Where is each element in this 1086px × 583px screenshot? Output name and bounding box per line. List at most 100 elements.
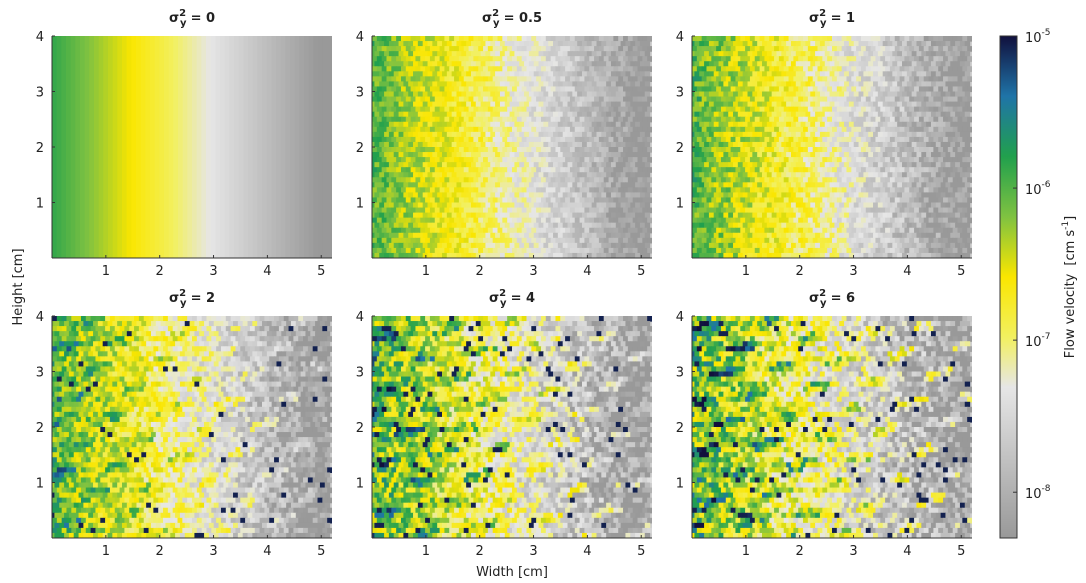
heatmap-cell — [524, 222, 530, 229]
heatmap-cell — [565, 227, 571, 234]
heatmap-cell — [596, 232, 602, 239]
heatmap-cell — [902, 162, 908, 168]
heatmap-cell — [696, 237, 703, 244]
heatmap-cell — [437, 222, 443, 229]
heatmap-cell — [819, 202, 826, 209]
heatmap-cell — [415, 76, 421, 83]
heatmap-cell — [437, 182, 443, 188]
heatmap-cell — [916, 172, 922, 178]
heatmap-cell — [449, 106, 455, 113]
heatmap-cell — [550, 86, 557, 93]
heatmap-cell — [468, 86, 474, 93]
heatmap-cell — [504, 152, 511, 158]
heatmap-cell — [955, 121, 961, 128]
heatmap-cell — [718, 222, 724, 229]
heatmap-cell — [577, 152, 583, 158]
heatmap-cell — [774, 126, 780, 133]
heatmap-cell — [904, 46, 910, 52]
heatmap-cell — [415, 167, 421, 173]
heatmap-cell — [829, 152, 836, 158]
heatmap-cell — [555, 177, 561, 183]
heatmap-cell — [112, 36, 118, 258]
heatmap-cell — [860, 207, 867, 214]
heatmap-cell — [521, 76, 528, 83]
heatmap-cell — [803, 136, 809, 143]
heatmap-cell — [514, 252, 520, 258]
heatmap-cell — [841, 147, 848, 153]
heatmap-cell — [516, 56, 523, 62]
heatmap-cell — [379, 232, 385, 239]
heatmap-cell — [781, 101, 787, 108]
heatmap-cell — [926, 111, 932, 118]
heatmap-cell — [420, 126, 426, 133]
heatmap-cell — [865, 177, 872, 183]
heatmap-cell — [873, 81, 879, 88]
heatmap-cell — [822, 217, 828, 224]
heatmap-cell — [853, 101, 860, 108]
heatmap-cell — [601, 232, 607, 239]
heatmap-cell — [454, 46, 460, 52]
heatmap-cell — [625, 51, 631, 57]
heatmap-cell — [704, 202, 710, 209]
heatmap-cell — [962, 177, 968, 183]
heatmap-cell — [745, 177, 751, 183]
heatmap-cell — [516, 136, 523, 143]
heatmap-cell — [403, 111, 409, 118]
heatmap-cell — [613, 197, 619, 204]
heatmap-cell — [408, 172, 414, 178]
heatmap-cell — [504, 61, 511, 67]
heatmap-cell — [577, 41, 583, 47]
heatmap-cell — [507, 187, 513, 194]
heatmap-cell — [596, 131, 602, 138]
heatmap-cell — [716, 46, 722, 52]
heatmap-cell — [598, 46, 605, 52]
heatmap-cell — [873, 192, 879, 199]
heatmap-cell — [701, 207, 708, 214]
heatmap-cell — [623, 237, 629, 244]
heatmap-cell — [909, 126, 915, 133]
heatmap-cell — [637, 157, 643, 163]
heatmap-cell — [783, 147, 790, 153]
heatmap-cell — [947, 126, 954, 133]
heatmap-cell — [834, 212, 840, 219]
heatmap-cell — [396, 157, 402, 163]
heatmap-cell — [413, 222, 419, 229]
heatmap-cell — [897, 182, 903, 188]
heatmap-cell — [429, 116, 436, 123]
heatmap-cell — [490, 61, 496, 67]
heatmap-cell — [807, 96, 814, 103]
heatmap-cell — [737, 61, 744, 67]
heatmap-cell — [545, 36, 552, 42]
heatmap-cell — [603, 86, 610, 93]
heatmap-cell — [610, 222, 617, 229]
heatmap-cell — [403, 182, 409, 188]
heatmap-cell — [606, 162, 612, 168]
heatmap-cell — [776, 41, 782, 47]
heatmap-cell — [504, 162, 511, 168]
heatmap-cell — [704, 91, 710, 98]
heatmap-cell — [935, 141, 942, 148]
heatmap-cell — [766, 141, 773, 148]
heatmap-cell — [723, 202, 729, 209]
heatmap-cell — [434, 116, 441, 123]
heatmap-cell — [405, 207, 412, 214]
heatmap-cell — [374, 252, 380, 258]
heatmap-cell — [950, 131, 956, 138]
heatmap-cell — [933, 136, 939, 143]
heatmap-cell — [805, 101, 811, 108]
heatmap-cell — [892, 91, 898, 98]
heatmap-cell — [495, 192, 501, 199]
heatmap-cell — [834, 111, 840, 118]
heatmap-cell — [487, 157, 494, 163]
heatmap-cell — [742, 232, 749, 239]
heatmap-cell — [752, 172, 758, 178]
heatmap-cell — [478, 136, 484, 143]
heatmap-cell — [415, 207, 421, 214]
heatmap-cell — [410, 227, 417, 234]
heatmap-cell — [870, 177, 877, 183]
heatmap-cell — [376, 207, 383, 214]
heatmap-cell — [887, 192, 893, 199]
heatmap-cell — [582, 162, 588, 168]
heatmap-cell — [509, 111, 516, 118]
heatmap-cell — [742, 101, 749, 108]
